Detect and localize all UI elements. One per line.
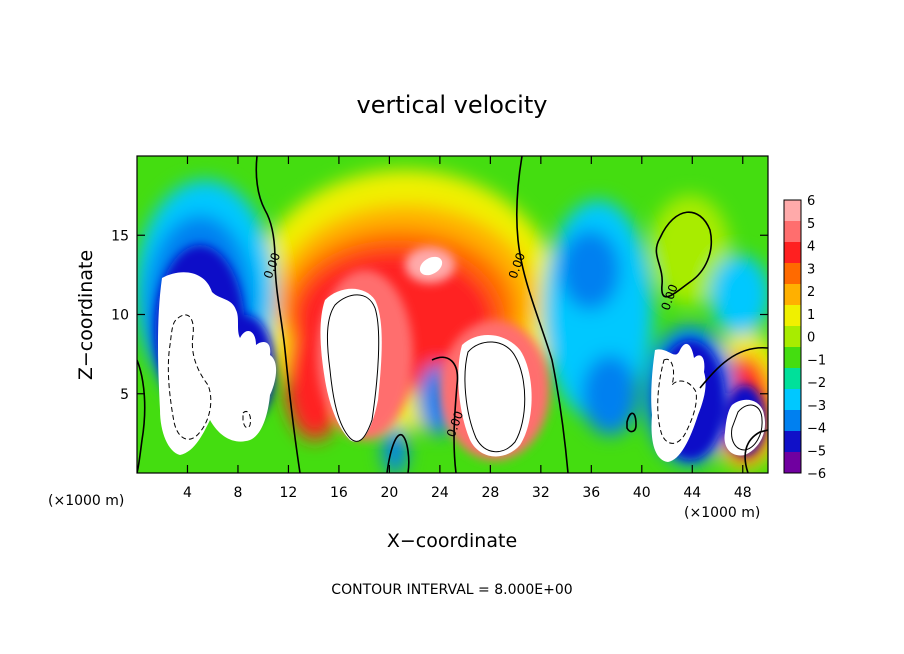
x-tick-label: 16 <box>330 485 348 501</box>
colorbar-swatch <box>784 431 801 453</box>
zero-contour-bottom <box>431 356 459 473</box>
zero-contour-right <box>699 347 768 389</box>
colorbar-label: 5 <box>807 217 815 232</box>
x-unit-right: (×1000 m) <box>684 505 760 521</box>
inner-contours <box>326 294 763 453</box>
dashed-contours <box>167 314 697 444</box>
x-tick-label: 48 <box>734 485 752 501</box>
x-unit-left: (×1000 m) <box>48 493 124 509</box>
contour-interval-note: CONTOUR INTERVAL = 8.000E+00 <box>331 582 572 598</box>
colorbar-frame <box>783 199 802 474</box>
colorbar-swatch <box>784 410 801 432</box>
colorbar-swatch <box>784 389 801 411</box>
colorbar-swatch <box>784 452 801 474</box>
colorbar-label: −3 <box>807 399 826 414</box>
colorbar-swatch <box>784 368 801 390</box>
colorbar-swatch <box>784 347 801 369</box>
colorbar-label: 6 <box>807 194 815 209</box>
y-tick-label: 5 <box>120 387 129 403</box>
x-tick-label: 24 <box>431 485 449 501</box>
x-tick-label: 4 <box>183 485 192 501</box>
saturated-cores <box>158 256 766 462</box>
colorbar-swatch <box>784 263 801 285</box>
colorbar-label: −4 <box>807 422 826 437</box>
x-tick-label: 20 <box>380 485 398 501</box>
colorbar-label: −1 <box>807 353 826 368</box>
x-axis: 4 8 12 16 20 24 28 32 36 40 44 48 <box>183 156 752 501</box>
colorbar-label: 4 <box>807 240 815 255</box>
velocity-field <box>137 156 768 473</box>
colorbar-label: −6 <box>807 467 826 482</box>
colorbar-swatch <box>784 326 801 348</box>
y-axis: 5 10 15 <box>111 228 768 403</box>
colorbar: 6 5 4 3 2 1 0 −1 −2 −3 −4 −5 −6 <box>783 194 826 482</box>
colorbar-label: 3 <box>807 262 815 277</box>
colorbar-swatch <box>784 284 801 306</box>
zero-contour-center <box>515 156 569 473</box>
contour-lines <box>137 156 768 473</box>
zero-contour-island <box>655 211 712 298</box>
colorbar-label: 1 <box>807 308 815 323</box>
chart-title: vertical velocity <box>357 91 548 119</box>
colorbar-swatch <box>784 242 801 264</box>
colorbar-label: −2 <box>807 376 826 391</box>
y-tick-label: 15 <box>111 228 129 244</box>
zero-contour-left <box>255 156 301 473</box>
x-tick-label: 36 <box>582 485 600 501</box>
x-tick-label: 44 <box>683 485 701 501</box>
y-tick-label: 10 <box>111 308 129 324</box>
colorbar-swatch <box>784 200 801 222</box>
zero-contour-left-edge <box>137 359 146 473</box>
colorbar-swatch <box>784 305 801 327</box>
x-tick-label: 28 <box>481 485 499 501</box>
colorbar-label: −5 <box>807 444 826 459</box>
zero-contour-small <box>626 412 637 433</box>
x-tick-label: 8 <box>233 485 242 501</box>
colorbar-swatch <box>784 221 801 243</box>
colorbar-label: 2 <box>807 285 815 300</box>
colorbar-label: 0 <box>807 331 815 346</box>
x-tick-label: 32 <box>532 485 550 501</box>
x-tick-label: 12 <box>280 485 298 501</box>
y-axis-label: Z−coordinate <box>75 250 97 380</box>
x-tick-label: 40 <box>633 485 651 501</box>
x-axis-label: X−coordinate <box>387 530 517 552</box>
